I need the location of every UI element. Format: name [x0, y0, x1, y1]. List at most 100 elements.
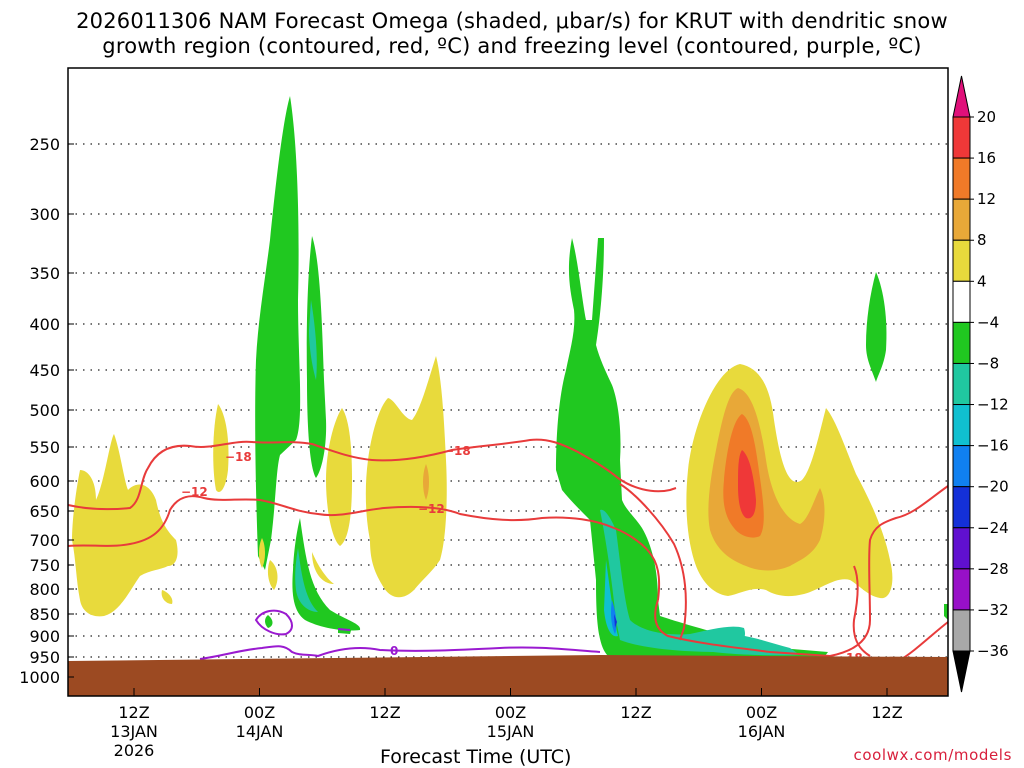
colorbar-label-3: 8: [977, 231, 987, 249]
terrain-ground: [68, 655, 948, 696]
colorbar-top-arrow: [952, 75, 971, 118]
x-tick-label-2: 12Z: [369, 703, 400, 722]
orange-blob-18z14: [423, 464, 429, 500]
colorbar-swatch-11: [952, 568, 971, 611]
dgz-contours: [67, 438, 949, 661]
yellow-blob-09z14: [326, 408, 352, 546]
dgz-right-loop: [852, 565, 871, 657]
x-tick-label-4: 12Z: [620, 703, 651, 722]
x-tick-date-0: 13JAN: [110, 722, 158, 741]
x-tick-date-3: 15JAN: [487, 722, 535, 741]
freezing-level-contours: [199, 609, 601, 660]
y-tick-label-500: 500: [29, 401, 60, 420]
green-edge-right: [944, 604, 948, 620]
x-tick-label-5: 00Z: [746, 703, 777, 722]
freezing-loop-tiny: [337, 628, 351, 631]
plot-background: [68, 68, 948, 696]
teal-column-upper: [309, 300, 317, 380]
y-tick-label-750: 750: [29, 556, 60, 575]
colorbar-label-0: 20: [977, 108, 996, 126]
x-tick-label-6: 12Z: [871, 703, 902, 722]
colorbar-swatch-3: [952, 239, 971, 282]
dgz-inner-loop: [619, 483, 687, 641]
colorbar-label-9: −20: [977, 478, 1009, 496]
y-tick-label-1000: 1000: [19, 668, 60, 687]
colorbar-label-12: −32: [977, 601, 1009, 619]
label-freezing-zero: 0: [390, 644, 398, 658]
omega-shading-strong: [295, 300, 800, 656]
colorbar-swatch-10: [952, 527, 971, 570]
x-tick-date-5: 16JAN: [738, 722, 786, 741]
x-axis-label: Forecast Time (UTC): [380, 746, 572, 768]
yellow-blob-small-2: [267, 560, 278, 590]
yellow-blob-00z14-low: [259, 538, 265, 568]
dgz-right-contour: [654, 485, 949, 658]
label-minus12-a: −12: [181, 485, 208, 499]
colorbar-swatch-6: [952, 362, 971, 406]
credit-text: coolwx.com/models: [853, 746, 1012, 764]
label-minus12-b: −12: [418, 502, 445, 516]
yellow-blob-18z14: [365, 356, 447, 598]
dgz-contour-labels: −18 −18 −12 −12 −18: [181, 444, 863, 665]
colorbar-label-1: 16: [977, 149, 996, 167]
dgz-minus12-contour: [67, 495, 661, 601]
colorbar-swatch-1: [952, 157, 971, 200]
x-tick-year-0: 2026: [114, 741, 155, 760]
green-column-00z14: [255, 96, 301, 570]
y-tick-label-700: 700: [29, 531, 60, 550]
colorbar-swatch-7: [952, 404, 971, 447]
colorbar-swatch-2: [952, 198, 971, 241]
colorbar-label-10: −24: [977, 519, 1009, 537]
omega-positive-shading: [72, 356, 893, 617]
freezing-level-contour: [199, 645, 601, 660]
colorbar-label-4: 4: [977, 272, 987, 290]
green-column-15z15: [556, 238, 828, 660]
label-minus18-b: −18: [444, 444, 471, 458]
colorbar-swatch-5: [952, 321, 971, 364]
colorbar-label-2: 12: [977, 190, 996, 208]
x-tick-date-1: 14JAN: [236, 722, 284, 741]
y-tick-label-950: 950: [29, 648, 60, 667]
dgz-minus18-contour: [67, 438, 677, 511]
y-tick-label-300: 300: [29, 205, 60, 224]
y-tick-label-650: 650: [29, 502, 60, 521]
y-tick-label-550: 550: [29, 438, 60, 457]
green-column-12z16: [866, 272, 887, 382]
x-tick-label-1: 00Z: [244, 703, 275, 722]
colorbar-label-7: −12: [977, 396, 1009, 414]
yellow-blob-18z13: [213, 404, 229, 492]
green-blob-small: [265, 615, 273, 628]
chart-title-line-1: 2026011306 NAM Forecast Omega (shaded, μ…: [76, 9, 948, 33]
plot-frame: [67, 67, 949, 697]
teal-lowlevel-06z14: [295, 548, 318, 612]
yellow-blob-12z13: [72, 434, 178, 617]
cyan-column-15z15: [604, 560, 618, 637]
y-tick-label-850: 850: [29, 605, 60, 624]
colorbar-swatch-0: [952, 116, 971, 159]
y-tick-label-250: 250: [29, 135, 60, 154]
y-axis: 250 300 350 400 450 500 550 600 650 700 750 800 850 9…: [19, 135, 74, 687]
y-tick-label-350: 350: [29, 264, 60, 283]
y-tick-label-600: 600: [29, 472, 60, 491]
colorbar-bottom-arrow: [952, 650, 971, 693]
colorbar: 20 16 12 8 4 −4 −8 −12 −16 −20 −24 −28 −32 −36: [952, 75, 1009, 693]
y-tick-label-800: 800: [29, 580, 60, 599]
y-tick-label-900: 900: [29, 627, 60, 646]
x-tick-label-3: 00Z: [495, 703, 526, 722]
colorbar-label-11: −28: [977, 560, 1009, 578]
y-tick-label-400: 400: [29, 315, 60, 334]
freezing-loop-small: [254, 609, 293, 636]
yellow-blob-small-1: [161, 590, 173, 604]
colorbar-swatch-12: [952, 609, 971, 652]
x-tick-label-0: 12Z: [118, 703, 149, 722]
chart-title-line-2: growth region (contoured, red, ºC) and f…: [102, 34, 922, 58]
colorbar-label-8: −16: [977, 437, 1009, 455]
darkblue-core-15z15: [614, 614, 617, 628]
yellow-blob-09z14-low: [312, 552, 334, 584]
colorbar-label-5: −4: [977, 313, 999, 331]
teal-low-00z16: [700, 633, 800, 656]
colorbar-swatch-4: [952, 280, 971, 323]
colorbar-swatch-8: [952, 445, 971, 488]
